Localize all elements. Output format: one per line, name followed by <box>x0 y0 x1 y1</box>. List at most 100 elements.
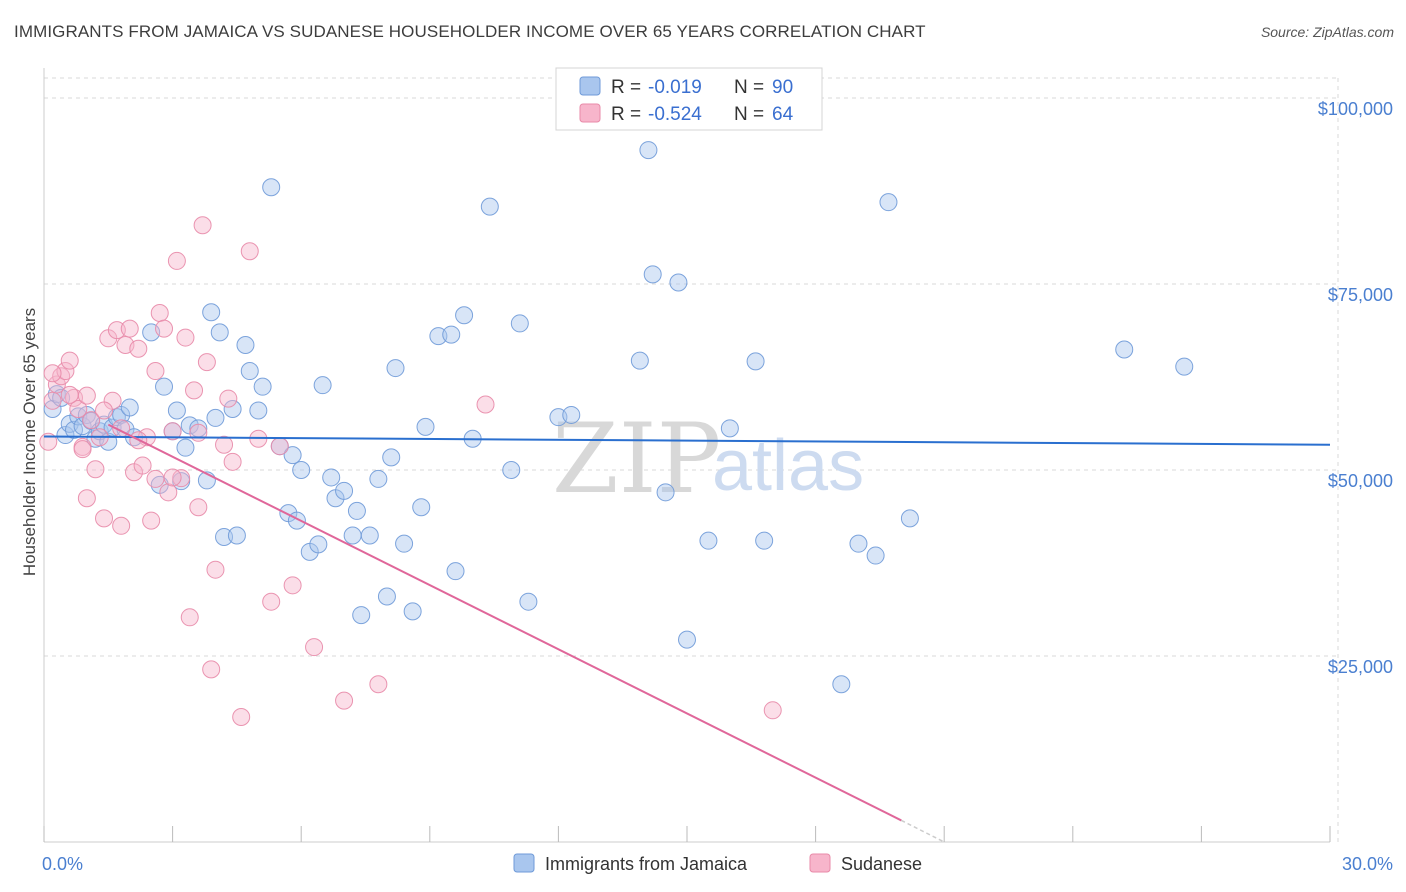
point-sudanese <box>43 364 62 383</box>
point-sudanese <box>73 440 92 459</box>
legend-n-value-sudanese: 64 <box>772 104 794 125</box>
bottom-legend-swatch-jamaica <box>513 853 535 873</box>
point-sudanese <box>202 660 221 679</box>
trend-line-jamaica <box>43 435 1331 446</box>
legend-r-value-jamaica: -0.019 <box>648 77 702 98</box>
point-jamaica <box>446 562 465 581</box>
point-jamaica <box>202 303 221 322</box>
series-sudanese-points <box>39 216 782 727</box>
bottom-legend-label-jamaica: Immigrants from Jamaica <box>545 854 748 874</box>
point-jamaica <box>755 531 774 550</box>
legend-n-value-jamaica: 90 <box>772 77 793 98</box>
point-sudanese <box>219 389 238 408</box>
y-tick-label: $100,000 <box>1318 99 1393 119</box>
legend-r-label-sudanese: R = <box>611 104 641 125</box>
x-tick-labels: 0.0% 30.0% <box>42 854 1393 874</box>
point-sudanese <box>176 328 195 347</box>
legend-r-value-sudanese: -0.524 <box>648 104 702 125</box>
point-jamaica <box>699 531 718 550</box>
point-jamaica <box>395 534 414 553</box>
point-sudanese <box>112 516 131 535</box>
point-jamaica <box>1175 357 1194 376</box>
point-jamaica <box>65 420 84 439</box>
y-tick-labels: $25,000 $50,000 $75,000 $100,000 <box>1318 99 1393 677</box>
point-jamaica <box>215 527 234 546</box>
point-sudanese <box>305 638 324 657</box>
point-sudanese <box>763 701 782 720</box>
point-jamaica <box>227 526 246 545</box>
point-sudanese <box>189 498 208 517</box>
point-sudanese <box>369 675 388 694</box>
trend-line-sudanese-extension <box>900 819 945 843</box>
point-jamaica <box>120 398 139 417</box>
series-jamaica-points <box>43 141 1194 694</box>
point-sudanese <box>180 608 199 627</box>
point-sudanese <box>95 401 114 420</box>
bottom-legend-swatch-sudanese <box>809 853 831 873</box>
point-jamaica <box>849 534 868 553</box>
point-jamaica <box>879 193 898 212</box>
point-jamaica <box>669 273 688 292</box>
point-jamaica <box>510 314 529 333</box>
legend-swatch-sudanese <box>579 103 601 123</box>
watermark: ZIP atlas <box>552 403 864 515</box>
point-jamaica <box>322 468 341 487</box>
point-sudanese <box>120 319 139 338</box>
y-tick-label: $75,000 <box>1328 285 1393 305</box>
legend-n-label-sudanese: N = <box>734 104 764 125</box>
bottom-legend-label-sudanese: Sudanese <box>841 854 922 874</box>
point-jamaica <box>382 448 401 467</box>
point-sudanese <box>142 511 161 530</box>
point-jamaica <box>206 408 225 427</box>
point-jamaica <box>210 323 229 342</box>
legend: R = -0.019 N = 90 R = -0.524 N = 64 <box>555 67 823 131</box>
point-jamaica <box>1115 340 1134 359</box>
point-sudanese <box>240 242 259 261</box>
point-jamaica <box>643 265 662 284</box>
point-jamaica <box>292 461 311 479</box>
point-jamaica <box>236 336 255 355</box>
point-jamaica <box>287 511 306 530</box>
point-sudanese <box>133 456 152 475</box>
point-jamaica <box>347 501 366 520</box>
point-sudanese <box>193 216 212 235</box>
point-jamaica <box>223 399 242 418</box>
watermark-zip: ZIP <box>552 403 721 515</box>
point-jamaica <box>167 401 186 420</box>
point-sudanese <box>206 560 225 579</box>
point-sudanese <box>150 304 169 323</box>
point-jamaica <box>519 592 538 611</box>
bottom-legend: Immigrants from Jamaica Sudanese <box>513 853 922 874</box>
point-jamaica <box>562 405 581 424</box>
y-tick-label: $25,000 <box>1328 657 1393 677</box>
point-sudanese <box>82 411 101 430</box>
point-sudanese <box>77 386 96 405</box>
source-label: Source: ZipAtlas.com <box>1260 24 1394 40</box>
point-jamaica <box>832 675 851 694</box>
point-jamaica <box>900 509 919 528</box>
point-sudanese <box>77 489 96 508</box>
point-sudanese <box>189 423 208 442</box>
legend-swatch-jamaica <box>579 76 601 96</box>
point-sudanese <box>215 435 234 454</box>
point-sudanese <box>283 576 302 595</box>
point-sudanese <box>270 437 289 456</box>
point-sudanese <box>335 691 354 710</box>
point-jamaica <box>249 401 268 420</box>
y-tick-label: $50,000 <box>1328 471 1393 491</box>
point-jamaica <box>240 362 259 381</box>
point-jamaica <box>442 325 461 344</box>
point-jamaica <box>746 352 765 371</box>
point-sudanese <box>163 468 182 487</box>
point-jamaica <box>403 602 422 621</box>
point-sudanese <box>232 708 251 727</box>
point-jamaica <box>630 351 649 370</box>
point-jamaica <box>639 141 658 160</box>
point-jamaica <box>56 426 75 445</box>
point-jamaica <box>412 498 431 517</box>
point-jamaica <box>369 469 388 488</box>
point-jamaica <box>455 306 474 325</box>
point-sudanese <box>185 381 204 400</box>
point-jamaica <box>416 417 435 436</box>
trend-line-sudanese <box>107 423 902 822</box>
